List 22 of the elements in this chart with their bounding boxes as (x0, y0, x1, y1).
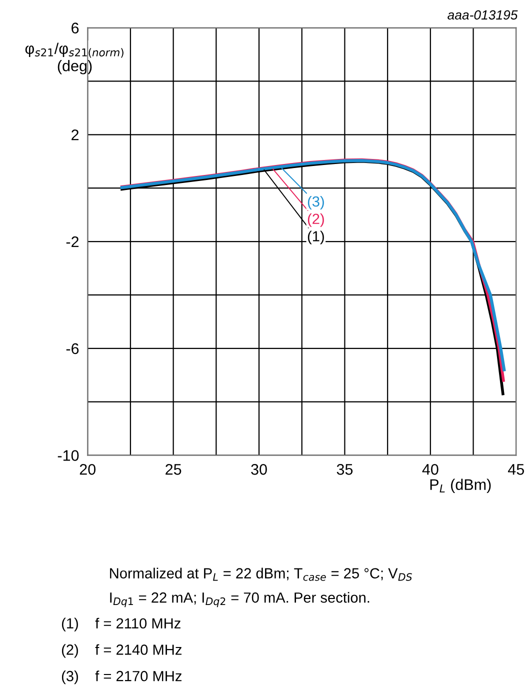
text: aaa-013195 (448, 10, 518, 20)
y-axis-title: φ$_{s21}$/φ$_{s21(norm)}$ (deg) (25, 42, 124, 74)
x-tick-label: 35 (336, 464, 353, 475)
x-tick-label: 30 (251, 464, 267, 475)
x-tick-label: 20 (80, 464, 96, 475)
x-tick-label: 25 (166, 464, 182, 475)
y-tick-label: 2 (72, 130, 79, 140)
text: (1) f = 2110 MHz (62, 618, 180, 632)
text: Normalized at P$_{L}$ = 22 dBm; T$_{case}$ = 25 °C; V$_{DS}$ (110, 568, 412, 581)
legend-label: (3) (308, 196, 324, 210)
x-tick-label: 45 (508, 464, 524, 475)
text: (2) (308, 213, 324, 227)
x-tick-label: 40 (422, 464, 438, 475)
y-tick-label: -6 (66, 343, 79, 354)
text: (3) f = 2170 MHz (62, 670, 182, 684)
y-tick-label: -2 (66, 236, 79, 248)
x-axis-title: P$_{L}$ (dBm) (430, 478, 491, 494)
y-tick-label: 6 (72, 22, 79, 34)
text: (2) f = 2140 MHz (62, 644, 182, 658)
text: I$_{Dq1}$ = 22 mA; I$_{Dq2}$ = 70 mA. Per section. (110, 592, 370, 608)
y-tick-label: -10 (58, 450, 79, 461)
text: (1) (308, 230, 324, 244)
